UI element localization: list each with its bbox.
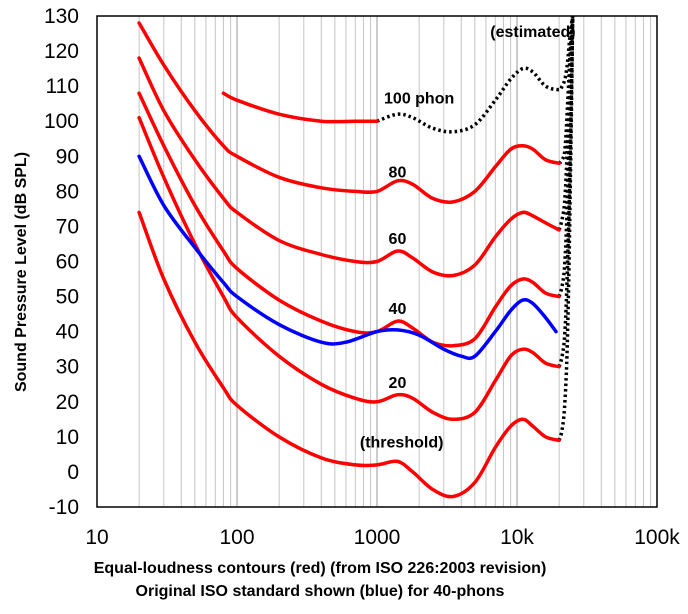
- tick-labels: -10 0 10 20 30 40 50 60 70 80 90 100 110 120 130 10 100 1…: [44, 5, 680, 549]
- y-tick-label: 10: [56, 426, 79, 449]
- estimated-curve-0: [557, 15, 575, 441]
- y-tick-label: 130: [44, 5, 79, 28]
- equal-loudness-curve-3: [137, 56, 561, 278]
- y-tick-label: 80: [56, 180, 79, 203]
- curve-label: 40: [389, 301, 407, 318]
- equal-loudness-curve-1: [137, 115, 561, 422]
- equal-loudness-curve-5: [221, 91, 379, 124]
- x-tick-label: 1000: [354, 526, 401, 549]
- y-axis-label: Sound Pressure Level (dB SPL): [13, 152, 30, 392]
- x-tick-label: 10k: [500, 526, 534, 549]
- curve-label: (estimated): [490, 24, 575, 41]
- x-tick-label: 100k: [634, 526, 680, 549]
- y-tick-label: 90: [56, 145, 79, 168]
- estimated-curve-2: [557, 15, 575, 298]
- y-tick-label: 20: [56, 391, 79, 414]
- y-tick-label: 60: [56, 251, 79, 274]
- equal-loudness-curve-0: [137, 210, 561, 499]
- grid-lines: [138, 16, 652, 507]
- curve-label: 80: [389, 164, 407, 181]
- y-tick-label: 50: [56, 286, 79, 309]
- x-axis-label-line-2: Original ISO standard shown (blue) for 4…: [135, 583, 505, 600]
- curve-label: 100 phon: [384, 91, 454, 108]
- y-tick-label: 100: [44, 110, 79, 133]
- y-tick-label: -10: [49, 496, 79, 519]
- y-tick-label: 120: [44, 40, 79, 63]
- estimated-curve-4: [557, 15, 575, 165]
- x-tick-label: 10: [85, 526, 108, 549]
- curve-label: 60: [389, 231, 407, 248]
- y-tick-label: 110: [46, 75, 79, 98]
- y-tick-label: 0: [67, 461, 79, 484]
- estimated-curve-5: [376, 15, 575, 134]
- equal-loudness-curve-2: [137, 91, 561, 348]
- curve-label: (threshold): [360, 434, 444, 451]
- curve-label: 20: [389, 375, 407, 392]
- plot-frame: [96, 15, 658, 508]
- curve-annotations: (threshold) 20 40 60 80 100 phon (estimated): [360, 24, 576, 451]
- x-axis-label-line-1: Equal-loudness contours (red) (from ISO …: [93, 560, 547, 577]
- iso-original-40-phon-curve: [137, 154, 558, 361]
- y-tick-label: 30: [56, 356, 79, 379]
- y-tick-label: 40: [56, 321, 79, 344]
- equal-loudness-curve-4: [137, 21, 561, 204]
- y-tick-label: 70: [56, 215, 79, 238]
- x-tick-label: 100: [219, 526, 254, 549]
- series-layer: [137, 15, 575, 499]
